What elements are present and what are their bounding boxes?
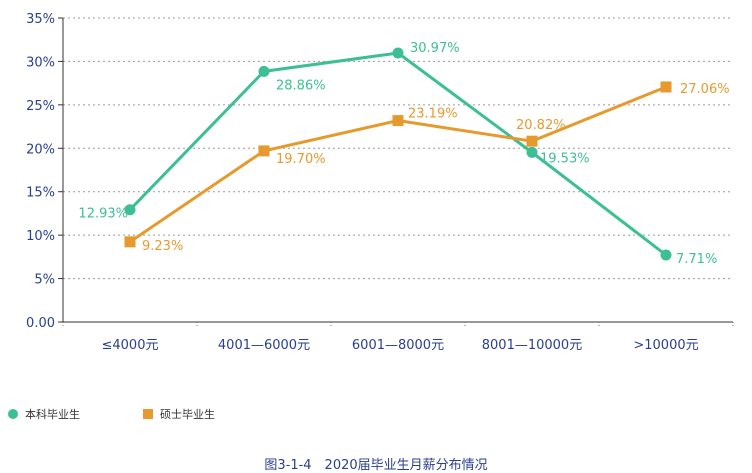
data-label: 9.23%: [142, 239, 183, 254]
data-label: 7.71%: [676, 252, 717, 267]
x-tick-label: 4001—6000元: [218, 338, 310, 353]
data-label: 20.82%: [516, 118, 566, 133]
data-label: 30.97%: [410, 41, 460, 56]
x-tick-label: ≤4000元: [102, 338, 159, 353]
data-label: 19.70%: [276, 152, 326, 167]
legend-square-marker: [143, 409, 153, 419]
series-1: 9.23% 19.70% 23.19% 20.82% 27.06%: [124, 81, 730, 254]
data-point: [392, 115, 404, 127]
data-point: [392, 47, 404, 59]
data-point: [526, 135, 538, 147]
y-tick-label: 0.00: [26, 316, 55, 331]
legend-label-master: 硕士毕业生: [160, 408, 215, 421]
grid-lines: [63, 17, 733, 280]
data-point: [258, 65, 270, 77]
axes: [58, 17, 734, 328]
y-tick-label: 35%: [26, 12, 55, 27]
legend-circle-marker: [8, 409, 18, 419]
series-group: 12.93% 28.86% 30.97% 19.53% 7.71% 9.23% 19.70%…: [78, 41, 729, 267]
data-point: [124, 204, 136, 216]
y-tick-label: 5%: [34, 273, 55, 288]
y-tick-label: 10%: [26, 229, 55, 244]
y-tick-label: 15%: [26, 186, 55, 201]
x-tick-label: 6001—8000元: [352, 338, 444, 353]
series-0: 12.93% 28.86% 30.97% 19.53% 7.71%: [78, 41, 717, 267]
data-label: 27.06%: [680, 82, 730, 97]
x-tick-label: 8001—10000元: [482, 338, 582, 353]
data-label: 28.86%: [276, 78, 326, 93]
legend-item-bachelor: 本科毕业生: [8, 406, 80, 422]
data-label: 19.53%: [540, 151, 590, 166]
y-tick-label: 20%: [26, 142, 55, 157]
data-point: [526, 146, 538, 158]
data-point: [258, 145, 270, 157]
data-point: [124, 236, 136, 248]
y-tick-label: 25%: [26, 99, 55, 114]
data-point: [660, 81, 672, 93]
y-tick-label: 30%: [26, 55, 55, 70]
legend-label-bachelor: 本科毕业生: [25, 408, 80, 421]
y-tick-labels: 0.00 5% 10% 15% 20% 25% 30% 35%: [26, 12, 55, 331]
figure-caption: 图3-1-4 2020届毕业生月薪分布情况: [264, 458, 488, 473]
data-label: 12.93%: [78, 207, 128, 222]
data-point: [660, 249, 672, 261]
x-tick-label: >10000元: [633, 338, 698, 353]
legend-item-master: 硕士毕业生: [143, 406, 215, 422]
x-tick-labels: ≤4000元 4001—6000元 6001—8000元 8001—10000元 >10…: [102, 338, 699, 353]
salary-line-chart: 0.00 5% 10% 15% 20% 25% 30% 35% ≤4000元 4001—6000…: [26, 12, 734, 353]
data-label: 23.19%: [408, 107, 458, 122]
